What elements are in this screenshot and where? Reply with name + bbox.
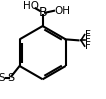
Text: OH: OH xyxy=(54,6,70,16)
Text: S: S xyxy=(0,73,5,83)
Text: S: S xyxy=(7,73,14,83)
Text: HO: HO xyxy=(23,1,39,11)
Text: F: F xyxy=(85,35,91,45)
Text: F: F xyxy=(85,30,91,40)
Text: B: B xyxy=(38,6,47,19)
Text: F: F xyxy=(85,41,91,51)
